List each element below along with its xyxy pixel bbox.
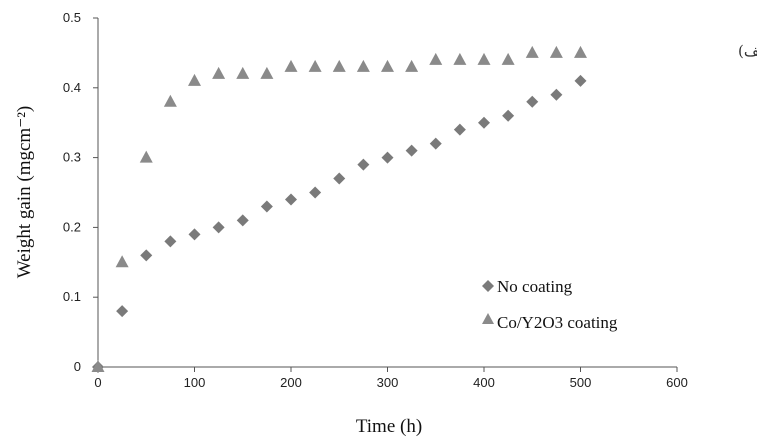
- triangle-point: [212, 66, 226, 79]
- x-tick-label: 400: [473, 375, 495, 390]
- x-axis-title: Time (h): [356, 416, 422, 437]
- y-tick-label: 0.5: [63, 10, 81, 25]
- triangle-point: [163, 94, 177, 107]
- x-tick-label: 600: [666, 375, 688, 390]
- diamond-point: [260, 200, 273, 213]
- triangle-point: [381, 59, 394, 72]
- diamond-point: [478, 116, 490, 129]
- legend-label-no-coating: No coating: [497, 277, 573, 296]
- x-tick-label: 0: [94, 375, 101, 390]
- y-tick-label: 0.2: [63, 219, 81, 234]
- diamond-point: [140, 249, 153, 262]
- legend: No coating Co/Y2O3 coating: [482, 277, 618, 332]
- triangle-point: [453, 52, 467, 65]
- triangle-point: [139, 150, 153, 163]
- triangle-point: [574, 45, 587, 58]
- diamond-point: [429, 137, 442, 150]
- x-tick-label: 300: [377, 375, 399, 390]
- legend-diamond-marker: [482, 280, 494, 292]
- diamond-point: [405, 144, 418, 157]
- diamond-point: [502, 109, 515, 122]
- panel-label: (الف): [738, 42, 757, 60]
- triangle-point: [356, 59, 370, 72]
- triangle-point: [260, 66, 274, 79]
- triangle-point: [477, 52, 491, 65]
- triangle-point: [525, 45, 539, 58]
- triangle-point: [308, 59, 322, 72]
- x-tick-label: 200: [280, 375, 302, 390]
- diamond-point: [285, 193, 297, 206]
- triangle-point: [91, 360, 105, 372]
- diamond-point: [333, 172, 346, 185]
- diamond-point: [526, 95, 539, 108]
- triangle-point: [284, 59, 298, 72]
- triangle-point: [405, 59, 419, 72]
- legend-triangle-marker: [482, 313, 494, 324]
- diamond-point: [116, 305, 129, 318]
- diamond-point: [357, 158, 370, 171]
- triangle-point: [236, 66, 250, 79]
- diamond-point: [574, 74, 587, 87]
- y-axis-title: Weight gain (mgcm⁻²): [14, 106, 35, 278]
- series-co-y2o3-coating: [91, 45, 587, 372]
- triangle-point: [188, 73, 201, 86]
- triangle-point: [115, 255, 129, 268]
- diamond-point: [236, 214, 249, 227]
- y-tick-label: 0: [74, 359, 81, 374]
- y-tick-label: 0.1: [63, 289, 81, 304]
- series-no-coating: [92, 74, 587, 373]
- triangle-point: [332, 59, 346, 72]
- y-tick-label: 0.4: [63, 80, 81, 95]
- diamond-point: [453, 123, 466, 136]
- y-ticks: 0 0.1 0.2 0.3 0.4 0.5: [63, 10, 98, 374]
- triangle-point: [429, 52, 443, 65]
- x-tick-label: 100: [184, 375, 206, 390]
- diamond-point: [381, 151, 394, 164]
- legend-label-co-y2o3-coating: Co/Y2O3 coating: [497, 313, 618, 332]
- legend-item-co-y2o3-coating: Co/Y2O3 coating: [482, 313, 618, 332]
- diamond-point: [212, 221, 225, 234]
- legend-item-no-coating: No coating: [482, 277, 573, 296]
- diamond-point: [188, 228, 201, 241]
- diamond-point: [164, 235, 177, 248]
- x-ticks: 0 100 200 300 400 500 600: [94, 367, 688, 390]
- triangle-point: [501, 52, 515, 65]
- triangle-point: [549, 45, 563, 58]
- diamond-point: [550, 88, 563, 101]
- x-tick-label: 500: [570, 375, 592, 390]
- diamond-point: [309, 186, 322, 199]
- data-points: [91, 45, 587, 373]
- y-tick-label: 0.3: [63, 150, 81, 165]
